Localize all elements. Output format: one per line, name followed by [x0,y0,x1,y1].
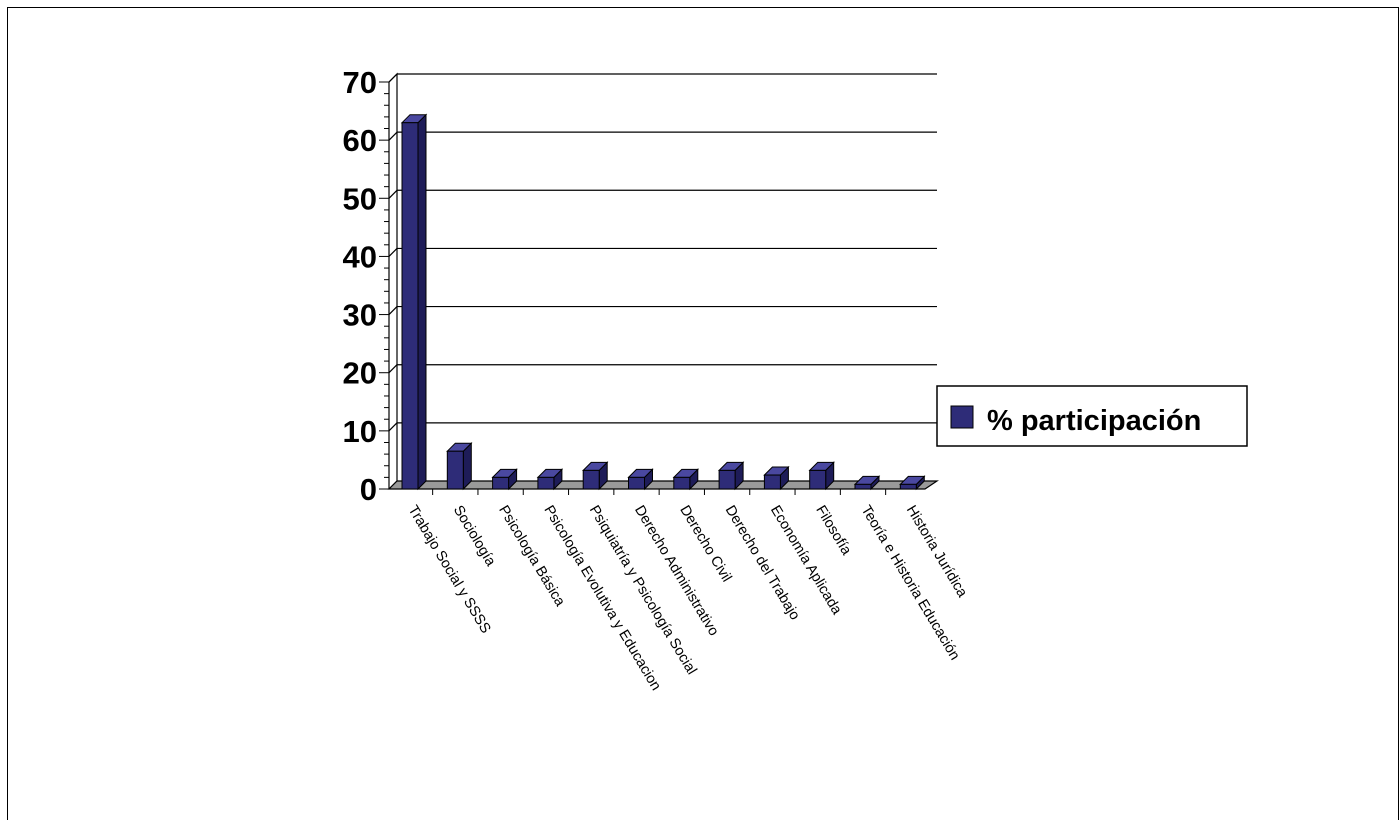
gridline-side [388,131,398,141]
gridlines [388,73,937,432]
legend-box [936,385,1248,447]
chart-floor [387,480,939,495]
bar [717,461,745,491]
bar-front [401,122,419,490]
y-axis [379,81,390,490]
y-tick-label: 60 [343,123,377,158]
bar [536,468,564,491]
bar [853,475,881,491]
x-tick-label: Filosofía [812,503,854,559]
y-tick-label: 10 [343,414,377,449]
chart-frame [7,7,1399,820]
x-tick-labels: Trabajo Social y SSSSSociologíaPsicologí… [405,503,971,694]
legend-swatch [950,405,974,429]
x-tick-label: Trabajo Social y SSSS [405,503,494,637]
bar-front [673,476,691,490]
y-tick-label: 70 [343,65,377,100]
gridline-side [388,422,398,432]
y-tick-label: 20 [343,356,377,391]
y-tick-labels: 0 10 20 30 40 50 60 70 [343,65,377,507]
x-tick-label: Sociología [450,503,499,570]
bar-front [628,476,645,490]
bar-front [809,469,827,490]
bar [400,113,428,491]
bar-front [854,483,872,490]
bar-front [899,483,917,490]
gridline-side [388,364,398,374]
bar-front [537,476,555,490]
bar [627,468,654,491]
bar [446,441,473,491]
bar-front [446,450,464,490]
legend-label: % participación [987,405,1201,437]
floor [387,480,939,490]
gridline-side [388,306,398,315]
y-tick-label: 30 [343,298,377,333]
y-tick-label: 0 [360,472,377,507]
x-tick-label: Derecho Administrativo [631,503,722,639]
gridline-side [388,248,398,257]
bar-front [763,474,781,490]
bar [491,468,518,491]
y-tick-label: 50 [343,181,377,216]
bar [581,461,609,491]
bar [763,465,790,491]
gridline-side [388,189,398,199]
legend: % participación [936,385,1248,447]
bars [400,113,926,491]
bar [808,461,835,491]
bar-front [492,476,510,490]
bar [899,475,926,491]
bar-front [718,469,736,490]
bar [672,468,700,491]
bar-front [582,469,600,490]
bar-side [417,113,427,491]
y-tick-label: 40 [343,239,377,274]
gridline-side [388,73,398,83]
